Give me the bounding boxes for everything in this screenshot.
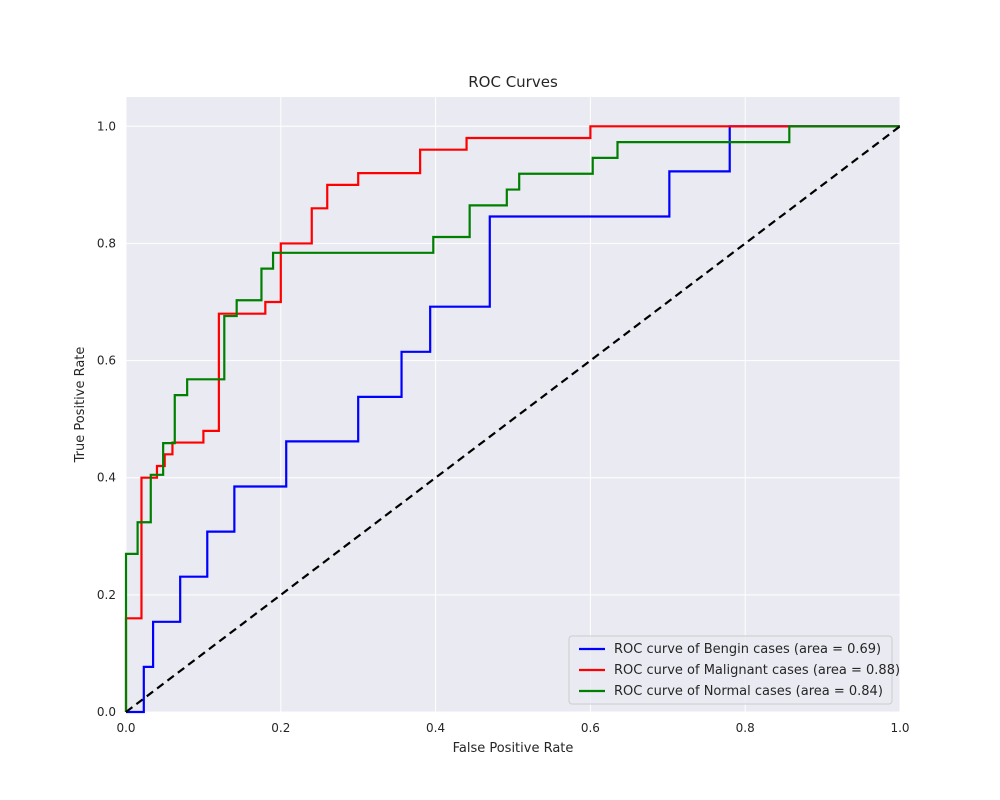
legend-box (568, 635, 893, 705)
grid-lines (125, 97, 901, 713)
chart-title: ROC Curves (468, 73, 558, 91)
x-tick-label: 0.4 (426, 721, 445, 735)
legend-entry-0: ROC curve of Bengin cases (area = 0.69) (614, 642, 881, 657)
y-tick-label: 0.6 (97, 354, 116, 368)
x-axis-label: False Positive Rate (453, 741, 574, 756)
y-tick-label: 1.0 (97, 119, 116, 133)
roc-curve-series-1 (124, 125, 900, 712)
legend-entry-1: ROC curve of Malignant cases (area = 0.8… (614, 663, 900, 678)
plot-area (126, 97, 900, 712)
legend: ROC curve of Bengin cases (area = 0.69) R… (568, 635, 900, 705)
tick-labels: 0.0 0.2 0.4 0.6 0.8 1.0 0.0 0.2 0.4 0.6 0.8 1.0 (97, 119, 910, 735)
roc-curve-series-2 (124, 125, 900, 712)
curves-layer (124, 125, 901, 714)
roc-curve-series-0 (126, 125, 900, 714)
x-tick-label: 0.0 (116, 721, 135, 735)
y-tick-label: 0.2 (97, 588, 116, 602)
y-tick-label: 0.0 (97, 705, 116, 719)
chance-reference-line (125, 125, 901, 713)
x-tick-label: 0.2 (271, 721, 290, 735)
legend-entry-2: ROC curve of Normal cases (area = 0.84) (614, 684, 883, 699)
y-tick-label: 0.4 (97, 471, 116, 485)
x-tick-label: 0.6 (581, 721, 600, 735)
x-tick-label: 0.8 (736, 721, 755, 735)
y-tick-label: 0.8 (97, 236, 116, 250)
x-tick-label: 1.0 (890, 721, 909, 735)
y-axis-label: True Positive Rate (73, 347, 88, 464)
